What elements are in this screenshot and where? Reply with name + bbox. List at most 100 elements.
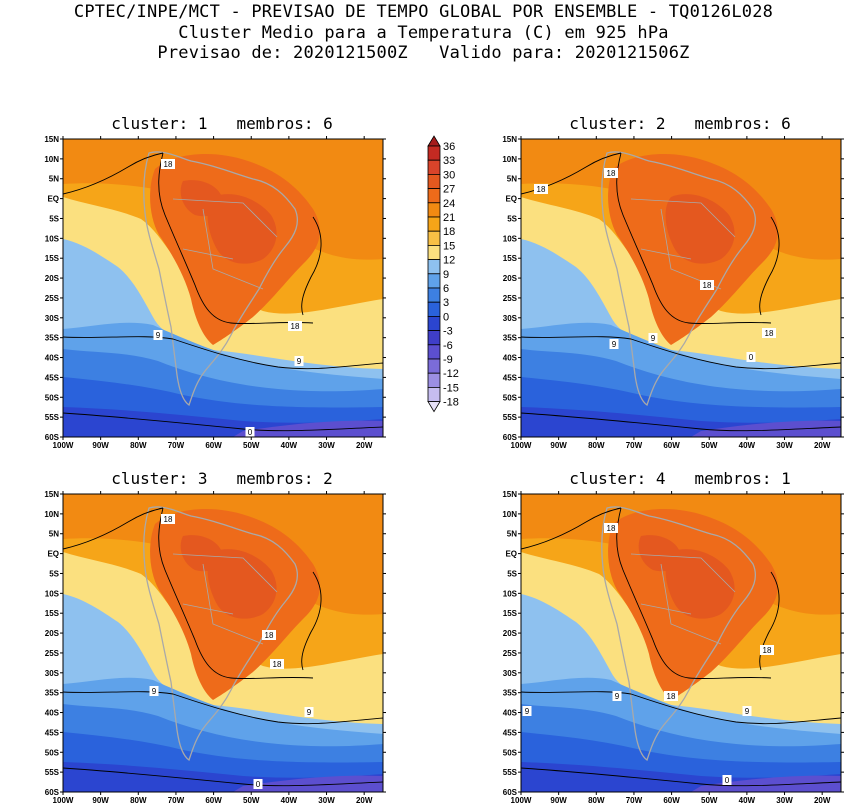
lat-label: 50S (503, 748, 518, 757)
lat-label: 55S (45, 413, 60, 422)
colorbar-swatch (427, 301, 441, 317)
lat-label: 5N (507, 530, 517, 539)
lon-label: 90W (92, 796, 109, 803)
hot-core-region (665, 549, 735, 619)
hot-core-region-2 (180, 535, 223, 572)
lat-label: EQ (47, 195, 59, 204)
lat-label: 10N (44, 510, 59, 519)
contour-9 (521, 691, 841, 725)
contour-label: 18 (700, 280, 714, 290)
lat-label: 60S (45, 433, 60, 442)
lon-label: 60W (205, 796, 222, 803)
lat-label: 25S (503, 294, 518, 303)
lat-label: 20S (45, 274, 60, 283)
lat-label: 30S (503, 669, 518, 678)
lat-label: 10N (502, 155, 517, 164)
title-line-3: Previsao de: 2020121500Z Valido para: 20… (157, 43, 690, 63)
lat-label: 5S (49, 569, 59, 578)
contour-18 (63, 507, 314, 680)
contour-label-text: 18 (667, 692, 676, 701)
contour-label: 9 (612, 691, 622, 701)
lat-label: 15S (503, 254, 518, 263)
contour-0 (63, 767, 383, 787)
contour-label: 9 (742, 706, 752, 716)
contour-label: 9 (522, 706, 532, 716)
contour-label: 9 (648, 333, 658, 343)
title-line-1: CPTEC/INPE/MCT - PREVISAO DE TEMPO GLOBA… (73, 2, 774, 22)
lat-label: 35S (503, 689, 518, 698)
contour-label: 0 (722, 775, 732, 785)
colorbar-swatch (427, 230, 441, 246)
hot-core-region-2 (180, 180, 223, 217)
contour-label: 9 (304, 707, 314, 717)
colorbar-label: 6 (443, 283, 449, 295)
lat-label: 45S (45, 373, 60, 382)
lat-label: 25S (45, 294, 60, 303)
lon-label: 70W (626, 796, 643, 803)
lat-label: 20S (45, 629, 60, 638)
title-line-2: Cluster Medio para a Temperatura (C) em … (178, 23, 669, 43)
lon-label: 30W (776, 796, 793, 803)
map-frame (520, 493, 842, 793)
lon-label: 80W (130, 441, 147, 450)
lon-label: 70W (168, 441, 185, 450)
colorbar-swatch (427, 259, 441, 275)
lat-label: 15S (45, 254, 60, 263)
map-frame (62, 138, 384, 438)
contour-label: 18 (604, 523, 618, 533)
colorbar-bottom-arrow (427, 401, 441, 413)
contour-label-text: 18 (273, 660, 282, 669)
contour-label: 18 (534, 184, 548, 194)
contour-label-text: 18 (164, 160, 173, 169)
map-panel-4: 18 18 18 9 9 9 0 15N 10N 5N EQ 5S 10S 15S 20S 25S 30S 35S… (502, 490, 844, 803)
contour-label: 9 (609, 339, 619, 349)
lat-label: 50S (45, 393, 60, 402)
colorbar-label: -6 (443, 340, 453, 352)
contour-label: 9 (294, 356, 304, 366)
lat-label: 50S (503, 393, 518, 402)
contour-18-east (759, 571, 780, 671)
lon-label: 40W (281, 441, 298, 450)
contour-9 (63, 691, 383, 725)
colorbar-label: -9 (443, 354, 453, 366)
lat-label: 55S (503, 768, 518, 777)
contour-label-text: 9 (745, 707, 750, 716)
map-panel-2: 18 18 18 18 9 9 0 15N 10N 5N EQ 5S 10S 15S 20S 25S 30S 35… (502, 135, 844, 450)
colorbar-swatch (427, 202, 441, 218)
lon-label: 20W (356, 796, 373, 803)
lat-label: 45S (503, 728, 518, 737)
country-borders (172, 198, 278, 290)
contour-label: 18 (270, 659, 284, 669)
contour-label: 18 (262, 630, 276, 640)
lon-label: 50W (243, 796, 260, 803)
colorbar-swatch (427, 188, 441, 204)
map-frame (62, 493, 384, 793)
contour-0 (521, 767, 841, 787)
lat-label: 5N (507, 175, 517, 184)
contour-label-text: 18 (537, 185, 546, 194)
contour-label-text: 0 (248, 428, 253, 437)
lat-label: 30S (503, 314, 518, 323)
lon-label: 40W (739, 441, 756, 450)
contour-label: 18 (762, 328, 776, 338)
contour-9 (63, 336, 383, 370)
lat-label: 40S (503, 354, 518, 363)
coastline (143, 151, 299, 407)
coastline (601, 506, 757, 762)
contour-18-east (301, 571, 322, 671)
lat-label: EQ (505, 550, 517, 559)
lon-label: 70W (168, 796, 185, 803)
lon-label: 90W (92, 441, 109, 450)
colorbar-swatch (427, 159, 441, 175)
lat-label: 15N (44, 135, 59, 144)
colorbar-swatch (427, 344, 441, 360)
lat-label: 50S (45, 748, 60, 757)
lat-label: 15N (502, 135, 517, 144)
lon-label: 30W (776, 441, 793, 450)
lon-label: 80W (130, 796, 147, 803)
lat-label: 15S (45, 609, 60, 618)
lat-label: 40S (45, 354, 60, 363)
contour-18 (521, 507, 772, 680)
lat-label: 5S (507, 214, 517, 223)
colorbar-label: 9 (443, 269, 449, 281)
